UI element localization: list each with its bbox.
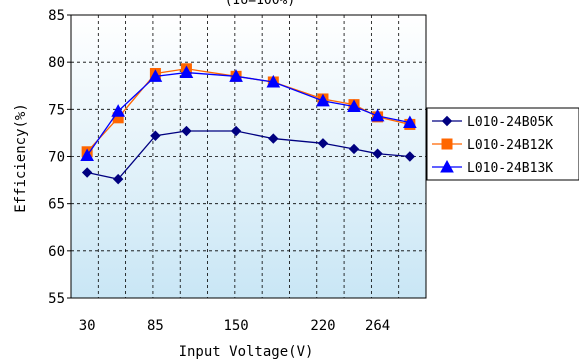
- x-tick-label: 220: [310, 318, 335, 334]
- x-tick-label: 85: [147, 318, 164, 334]
- legend: L010-24B05K L010-24B12K L010-24B13K: [426, 107, 579, 181]
- marker-triangle: [148, 69, 163, 82]
- y-tick-label: 80: [48, 55, 65, 71]
- marker-diamond: [112, 173, 124, 185]
- marker-diamond: [81, 167, 93, 178]
- legend-label: L010-24B12K: [467, 138, 553, 153]
- marker-triangle: [370, 108, 385, 122]
- marker-square: [441, 138, 453, 150]
- marker-triangle: [440, 159, 454, 173]
- marker-triangle: [266, 74, 281, 88]
- y-tick-label: 60: [48, 244, 65, 260]
- marker-triangle: [347, 99, 361, 113]
- marker-diamond: [317, 138, 329, 149]
- y-axis-label: Efficiency(%): [13, 103, 29, 213]
- marker-diamond: [150, 130, 161, 141]
- y-tick-label: 65: [48, 197, 65, 213]
- marker-triangle: [403, 115, 417, 129]
- series-group: [80, 63, 417, 185]
- marker-diamond: [181, 125, 192, 137]
- x-tick-label: 30: [79, 318, 96, 334]
- legend-label: L010-24B05K: [467, 115, 553, 130]
- x-axis-ticks: 30 85 150 220 264: [79, 318, 391, 334]
- series-line: [87, 130, 410, 180]
- x-tick-label: 264: [365, 318, 390, 334]
- x-tick-label: 150: [223, 318, 248, 334]
- marker-triangle: [111, 104, 126, 117]
- legend-item: L010-24B13K: [432, 159, 553, 176]
- x-axis-label: Input Voltage(V): [179, 344, 314, 360]
- legend-item: L010-24B12K: [432, 138, 553, 153]
- legend-item: L010-24B05K: [432, 115, 553, 130]
- y-tick-label: 75: [48, 102, 65, 118]
- marker-diamond: [372, 148, 383, 159]
- y-tick-label: 70: [48, 150, 65, 166]
- marker-triangle: [179, 65, 194, 79]
- y-tick-label: 55: [48, 291, 65, 307]
- grid: [71, 15, 426, 298]
- series-L010-24B05K: [81, 125, 416, 185]
- series-L010-24B13K: [80, 65, 417, 162]
- series-line: [86, 71, 410, 156]
- marker-triangle: [229, 69, 243, 82]
- y-axis-ticks: 55 60 65 70 75 80 85: [48, 8, 71, 307]
- marker-diamond: [404, 151, 416, 162]
- marker-diamond: [441, 115, 453, 127]
- marker-triangle: [316, 93, 330, 107]
- legend-label: L010-24B13K: [467, 161, 553, 176]
- marker-diamond: [268, 133, 279, 144]
- chart-title: (Io=100%): [225, 0, 295, 8]
- y-tick-label: 85: [48, 8, 65, 24]
- marker-diamond: [230, 125, 242, 137]
- marker-diamond: [348, 143, 360, 155]
- marker-triangle: [80, 148, 94, 162]
